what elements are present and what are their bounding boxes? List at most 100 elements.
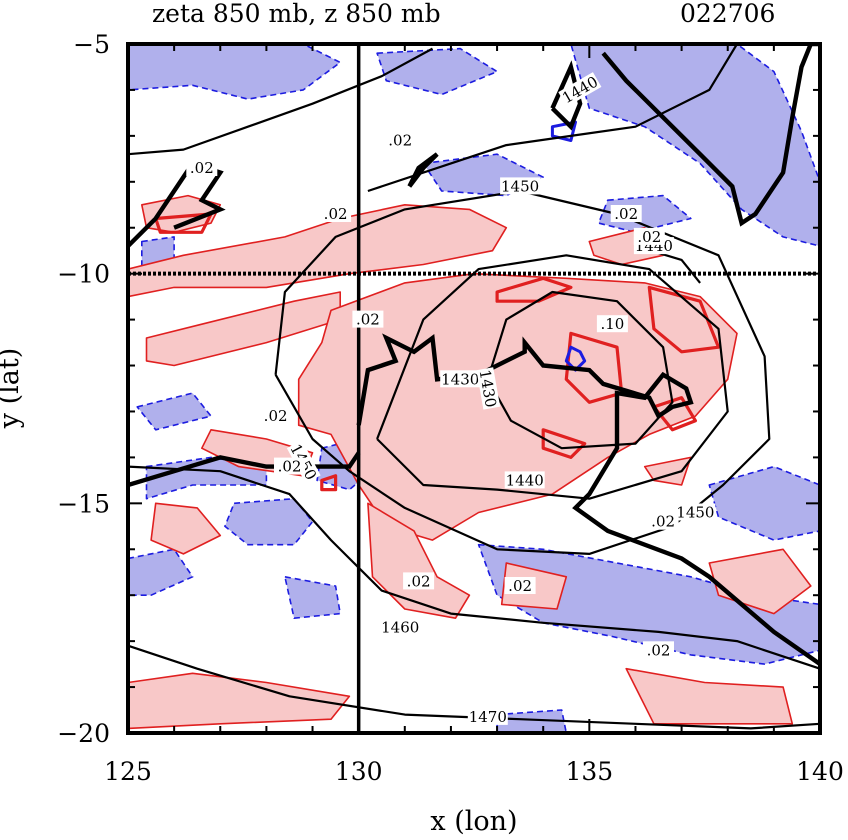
negative-vorticity-region: [128, 548, 194, 596]
strong-positive-vorticity-contour: [154, 212, 213, 234]
plot-frame: [126, 42, 822, 735]
vorticity-contour-label-background: [403, 572, 435, 590]
chart-title-right: 022706: [680, 0, 775, 28]
vorticity-contour-label: .02: [614, 205, 638, 223]
negative-vorticity-region: [128, 44, 341, 100]
reference-lines: [128, 44, 820, 733]
negative-vorticity-region: [570, 44, 820, 247]
positive-vorticity-region: [367, 502, 471, 619]
height-contour-label-group: 1470: [467, 707, 508, 726]
height-contour-label: 1430: [441, 370, 479, 388]
height-contour-label-background: [504, 471, 545, 489]
geopotential-height-contours: [128, 44, 820, 730]
vorticity-contour-label-background: [274, 457, 305, 475]
vorticity-contour-label-group: .02: [186, 159, 218, 177]
positive-vorticity-region: [128, 204, 508, 298]
vorticity-contour-label-background: [596, 315, 628, 333]
y-tick-label: −10: [57, 260, 110, 289]
thick-boundary-line: [128, 451, 361, 488]
strong-positive-vorticity-contour: [495, 276, 573, 303]
y-tick-label: −15: [57, 489, 110, 518]
strong-positive-vorticity-contour: [541, 428, 587, 459]
vorticity-contour-label-group: .02: [504, 577, 536, 595]
height-contour-label: 1450: [501, 177, 539, 195]
vorticity-contour-label-group: .10: [596, 315, 628, 333]
y-tick-label: −20: [57, 719, 110, 748]
height-contour-line: [128, 644, 820, 730]
height-contour-label-group: 1440: [504, 471, 545, 489]
height-contour-label-background: [380, 618, 421, 636]
strong-positive-vorticity-contour: [320, 474, 338, 492]
vorticity-contour-label: .02: [647, 641, 671, 659]
y-tick-labels: −5 −10 −15 −20: [57, 30, 110, 748]
vorticity-contour-label-background: [384, 131, 416, 149]
height-contour-label: 1440: [506, 471, 544, 489]
vorticity-contour-label-group: .02: [260, 407, 292, 425]
plot-area: 1430144014401450145014601470145014401430…: [128, 44, 820, 733]
height-contour-label-group: 1450: [675, 503, 716, 522]
vorticity-contour-label-background: [610, 205, 642, 222]
x-tick-label: 130: [335, 757, 383, 786]
height-contour-line: [376, 254, 729, 500]
height-contour-line: [128, 47, 434, 156]
negative-vorticity-region: [145, 456, 268, 500]
height-contour-label: 1470: [469, 708, 507, 726]
vorticity-contour-label: .02: [356, 311, 380, 329]
strong-positive-vorticity-contour: [647, 285, 721, 354]
x-tick-label: 140: [796, 757, 844, 786]
vorticity-contour-label: .02: [278, 458, 302, 476]
negative-vorticity-region: [284, 576, 341, 619]
height-contour-label-background: [467, 707, 508, 725]
vorticity-contour-label: .02: [407, 572, 431, 590]
vorticity-contour-label-group: .02: [643, 641, 674, 659]
x-axis-label: x (lon): [430, 806, 517, 837]
x-tick-label: 135: [565, 757, 613, 786]
height-contour-label-background: [558, 72, 602, 107]
vorticity-contour-label-group: .02: [274, 457, 305, 476]
positive-vorticity-region: [625, 667, 794, 725]
vorticity-contour-label-group: .02: [647, 512, 679, 531]
strong-negative-vorticity-contour: [564, 345, 587, 372]
vorticity-contour-label-background: [260, 407, 292, 425]
height-contour-line: [128, 465, 820, 670]
vorticity-contour-label-background: [633, 227, 665, 245]
vorticity-contour-label: .02: [637, 228, 661, 246]
height-contour-label-group: 1430: [440, 370, 481, 388]
height-contour-label-group: 1450: [500, 177, 541, 195]
strong-positive-vorticity-contour: [564, 331, 624, 404]
thick-boundary-line: [356, 333, 820, 666]
vorticity-contour-label-group: .02: [352, 310, 384, 329]
vorticity-contour-label-background: [504, 577, 536, 594]
height-contour-line: [367, 44, 738, 193]
height-contour-label: 1460: [381, 618, 419, 636]
height-contour-label-background: [440, 370, 481, 388]
y-axis-label: y (lat): [0, 348, 25, 430]
chart-title-left: zeta 850 mb, z 850 mb: [152, 0, 441, 28]
thick-boundary-line: [407, 152, 439, 188]
negative-vorticity-region: [136, 392, 212, 431]
vorticity-contour-label-group: .02: [610, 205, 642, 223]
thick-boundary-line: [550, 60, 583, 131]
height-contour-line: [274, 189, 771, 555]
vorticity-contour-label-group: .02: [633, 227, 665, 246]
vorticity-contour-label: .10: [600, 315, 624, 333]
height-contour-line: [486, 290, 674, 450]
vorticity-contour-label: .02: [264, 407, 288, 425]
vorticity-contour-label: .02: [324, 205, 348, 223]
vorticity-contour-label: .02: [388, 132, 412, 150]
y-tick-label: −5: [73, 30, 110, 59]
vorticity-contour-label-background: [186, 159, 218, 176]
thick-boundary-lines: [128, 44, 820, 666]
positive-vorticity-region: [128, 672, 351, 730]
height-contour-label: 1450: [676, 504, 714, 522]
x-tick-labels: 125 130 135 140: [104, 757, 844, 786]
vorticity-contour-label-group: .02: [384, 131, 416, 150]
negative-vorticity-region: [597, 194, 692, 234]
axis-ticks: [127, 43, 821, 734]
vorticity-contour-label-background: [352, 310, 384, 328]
height-contour-label-group: 1460: [380, 618, 421, 636]
vorticity-contour-label-background: [643, 641, 674, 659]
vorticity-contour-label: .02: [508, 577, 532, 595]
negative-vorticity-region: [376, 47, 498, 96]
